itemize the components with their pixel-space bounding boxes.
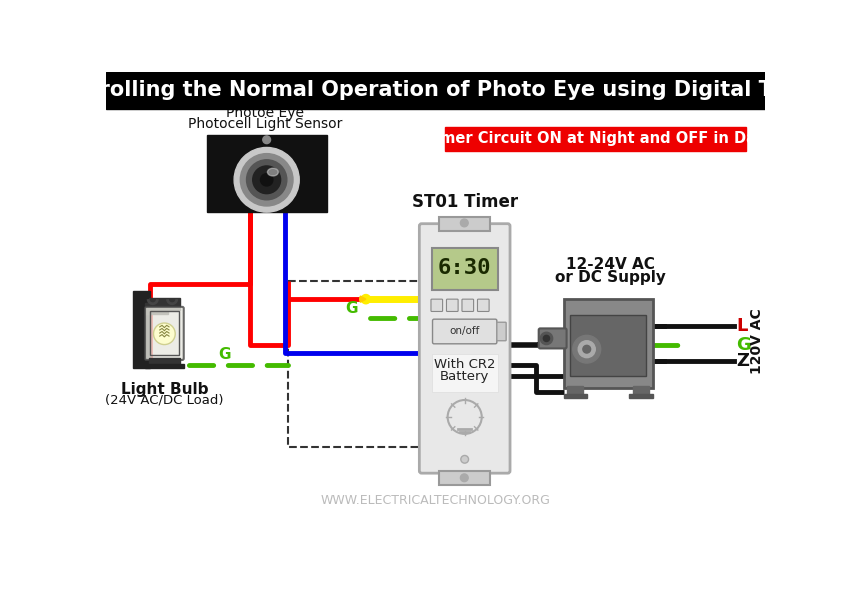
Text: 12-24V AC: 12-24V AC <box>565 257 654 272</box>
FancyBboxPatch shape <box>478 299 489 311</box>
Bar <box>145 303 168 314</box>
Circle shape <box>241 154 293 206</box>
Circle shape <box>154 323 175 344</box>
FancyBboxPatch shape <box>431 299 443 311</box>
Bar <box>629 394 653 398</box>
Bar <box>133 292 150 368</box>
Circle shape <box>461 219 468 227</box>
Bar <box>288 281 502 447</box>
Text: WWW.ELECTRICALTECHNOLOGY.ORG: WWW.ELECTRICALTECHNOLOGY.ORG <box>320 494 551 506</box>
Bar <box>145 364 184 368</box>
Text: Photocell Light Sensor: Photocell Light Sensor <box>188 116 343 131</box>
FancyBboxPatch shape <box>446 299 458 311</box>
FancyBboxPatch shape <box>433 319 497 344</box>
Text: With CR2: With CR2 <box>434 358 496 371</box>
Circle shape <box>573 335 601 363</box>
FancyBboxPatch shape <box>539 328 567 349</box>
Text: (24V AC/DC Load): (24V AC/DC Load) <box>105 393 224 406</box>
Circle shape <box>252 166 280 194</box>
Wedge shape <box>360 296 366 302</box>
Circle shape <box>361 295 371 304</box>
Text: Photoe Eye: Photoe Eye <box>226 106 304 120</box>
Bar <box>439 217 490 230</box>
Text: ST01 Timer: ST01 Timer <box>411 193 518 211</box>
Bar <box>207 135 327 212</box>
Text: G: G <box>346 301 358 316</box>
Text: Z: Z <box>736 352 749 370</box>
Bar <box>564 299 653 388</box>
Bar <box>439 471 490 485</box>
Circle shape <box>543 335 550 341</box>
Bar <box>149 298 180 310</box>
FancyBboxPatch shape <box>145 307 184 360</box>
Text: Battery: Battery <box>440 370 490 383</box>
Text: G: G <box>736 337 751 355</box>
FancyBboxPatch shape <box>462 299 473 311</box>
Circle shape <box>578 341 595 358</box>
Bar <box>633 386 649 395</box>
Circle shape <box>234 148 299 212</box>
Circle shape <box>260 173 273 186</box>
Bar <box>445 127 745 151</box>
Text: L: L <box>736 317 748 335</box>
Bar <box>564 394 586 398</box>
Text: 6:30: 6:30 <box>438 259 491 278</box>
Bar <box>149 358 180 365</box>
Text: 120V AC: 120V AC <box>751 308 764 374</box>
Bar <box>570 314 646 376</box>
Circle shape <box>583 346 591 353</box>
Bar <box>568 386 583 395</box>
Bar <box>432 248 497 290</box>
Bar <box>106 72 765 109</box>
Text: on/off: on/off <box>450 326 480 337</box>
Circle shape <box>541 332 552 344</box>
Text: Controlling the Normal Operation of Photo Eye using Digital Timer: Controlling the Normal Operation of Phot… <box>45 80 826 100</box>
Text: G: G <box>218 347 230 362</box>
Ellipse shape <box>268 168 278 176</box>
Circle shape <box>461 455 468 463</box>
Bar <box>432 354 497 392</box>
Text: Timer Circuit ON at Night and OFF in Day: Timer Circuit ON at Night and OFF in Day <box>425 131 765 146</box>
Circle shape <box>461 474 468 482</box>
Text: Light Bulb: Light Bulb <box>121 382 208 397</box>
Circle shape <box>263 136 270 143</box>
Bar <box>150 311 179 355</box>
FancyBboxPatch shape <box>497 322 506 341</box>
Text: or DC Supply: or DC Supply <box>554 270 666 285</box>
FancyBboxPatch shape <box>419 224 510 473</box>
Circle shape <box>246 160 286 200</box>
